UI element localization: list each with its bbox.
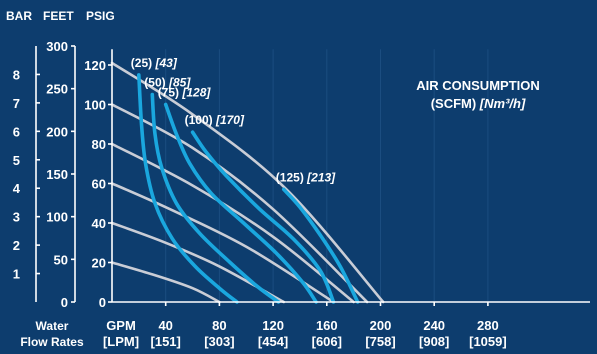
bar-tick-label: 5 [13, 153, 20, 168]
series-labels: (25) [43](50) [85](75) [128](100) [170](… [131, 56, 336, 184]
feet-tick-label: 0 [61, 295, 68, 310]
x-tick-label-gpm: 200 [370, 318, 392, 333]
air-consumption-curve-4 [190, 130, 336, 304]
series-label-4: (100) [170] [185, 113, 245, 127]
series-label-2: (50) [85] [144, 76, 191, 90]
air-consumption-curve-5 [282, 187, 360, 304]
bar-tick-label: 1 [13, 267, 20, 282]
bar-tick-label: 8 [13, 67, 20, 82]
psig-tick-label: 100 [84, 98, 106, 113]
x-tick-label-gpm: 120 [262, 318, 284, 333]
series-label-1: (25) [43] [131, 56, 178, 70]
air-consumption-curves [137, 73, 360, 304]
legend-subtitle-metric: [Nm³/h] [479, 96, 526, 111]
air-consumption-curve-2 [150, 92, 281, 304]
x-axis-label-gpm: GPM [106, 318, 136, 333]
feet-tick-label: 150 [46, 167, 68, 182]
x-tick-label-lpm: [303] [204, 334, 234, 349]
feet-tick-label: 50 [54, 252, 68, 267]
psig-tick-label: 20 [92, 256, 106, 271]
psig-tick-label: 60 [92, 177, 106, 192]
tick-labels: 0 20 40 60 80 100 120 0 50 100 150 200 250 300 1 2 3 4 5 6 7… [13, 39, 507, 349]
y-axis-title-line1: Water [36, 319, 69, 333]
x-tick-label-gpm: 80 [212, 318, 226, 333]
axes [35, 45, 590, 306]
feet-tick-label: 100 [46, 210, 68, 225]
air-consumption-curve-3 [163, 102, 318, 304]
bar-tick-label: 4 [13, 181, 21, 196]
series-label-nm3h: [213] [306, 170, 336, 184]
y-axis-title-line2: Flow Rates [20, 335, 84, 349]
bar-tick-label: 2 [13, 238, 20, 253]
legend-title: AIR CONSUMPTION [416, 78, 540, 93]
air-consumption-curve-1 [137, 73, 239, 304]
series-label-3: (75) [128] [158, 86, 212, 100]
bar-tick-label: 7 [13, 96, 20, 111]
feet-tick-label: 250 [46, 82, 68, 97]
x-tick-label-gpm: 160 [316, 318, 338, 333]
series-label-nm3h: [85] [168, 76, 191, 90]
legend-subtitle-units: (SCFM) [431, 96, 480, 111]
unit-label-bar: BAR [6, 9, 32, 23]
psig-tick-label: 0 [99, 295, 106, 310]
series-label-scfm: (50) [144, 76, 169, 90]
x-tick-label-lpm: [908] [419, 334, 449, 349]
x-tick-label-lpm: [758] [365, 334, 395, 349]
x-tick-label-lpm: [454] [258, 334, 288, 349]
series-label-nm3h: [128] [181, 86, 211, 100]
unit-label-feet: FEET [43, 9, 74, 23]
series-label-5: (125) [213] [276, 170, 336, 184]
bar-tick-label: 6 [13, 124, 20, 139]
legend-subtitle: (SCFM) [Nm³/h] [431, 96, 526, 111]
psig-tick-label: 40 [92, 216, 106, 231]
series-label-nm3h: [170] [215, 113, 245, 127]
series-label-nm3h: [43] [154, 56, 177, 70]
x-tick-label-gpm: 40 [158, 318, 172, 333]
air-pressure-curve-120-psig [110, 61, 385, 304]
psig-tick-label: 120 [84, 58, 106, 73]
x-tick-label-gpm: 280 [477, 318, 499, 333]
unit-label-psig: PSIG [86, 9, 115, 23]
series-label-scfm: (75) [158, 86, 183, 100]
x-tick-label-lpm: [1059] [469, 334, 507, 349]
psig-tick-label: 80 [92, 137, 106, 152]
air-pressure-curve-100-psig [110, 103, 369, 304]
air-pressure-curve-20-psig [110, 261, 221, 304]
x-tick-label-gpm: 240 [423, 318, 445, 333]
series-label-scfm: (125) [276, 170, 307, 184]
series-label-scfm: (25) [131, 56, 156, 70]
feet-tick-label: 200 [46, 124, 68, 139]
x-axis-label-lpm: [LPM] [103, 334, 139, 349]
x-tick-label-lpm: [606] [312, 334, 342, 349]
x-tick-label-lpm: [151] [151, 334, 181, 349]
series-label-scfm: (100) [185, 113, 216, 127]
bar-tick-label: 3 [13, 210, 20, 225]
feet-tick-label: 300 [46, 39, 68, 54]
